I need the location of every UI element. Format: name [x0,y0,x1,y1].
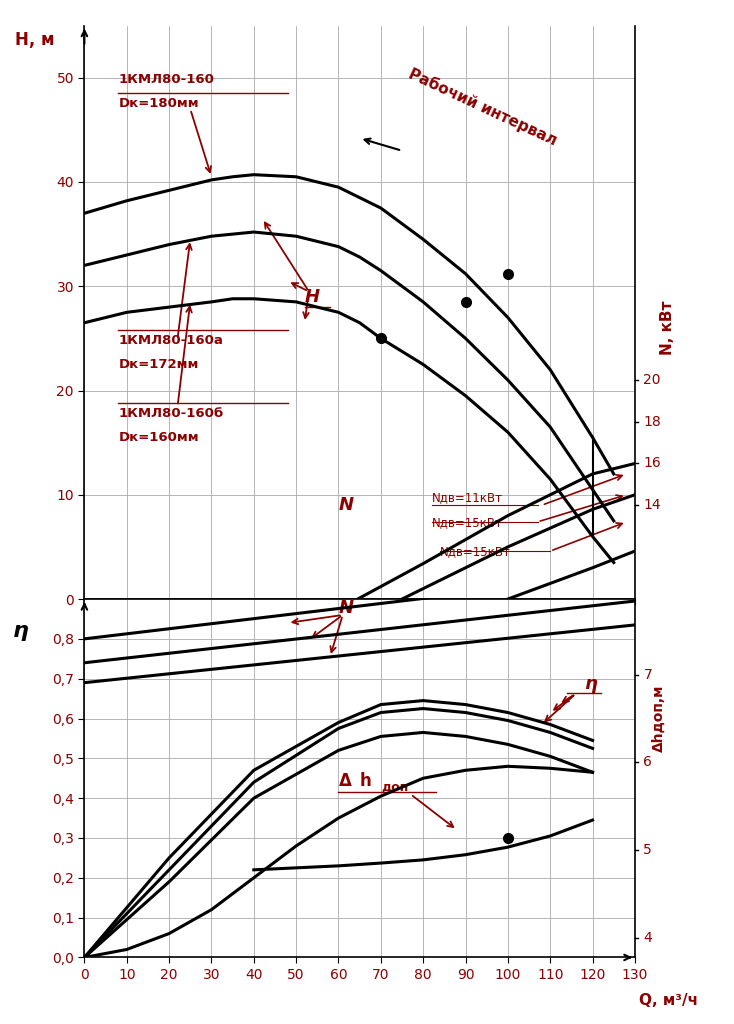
Text: Nдв=15кВт: Nдв=15кВт [440,545,511,558]
Text: N: N [338,599,354,617]
Text: Dк=160мм: Dк=160мм [118,430,199,443]
Text: N: N [338,497,354,514]
Text: 1КМЛ80-160: 1КМЛ80-160 [118,73,214,86]
Text: 20: 20 [644,373,661,387]
Text: Δhдоп,м: Δhдоп,м [652,685,666,753]
Text: Q, м³/ч: Q, м³/ч [639,993,698,1009]
Text: 18: 18 [644,415,661,429]
Text: Рабочий интервал: Рабочий интервал [406,66,559,148]
Text: η: η [12,621,29,641]
Text: Dк=172мм: Dк=172мм [118,357,199,371]
Text: Nдв=11кВт: Nдв=11кВт [432,492,503,504]
Text: Nдв=15кВт: Nдв=15кВт [432,516,503,529]
Text: Н: Н [305,288,320,306]
Text: 14: 14 [644,499,661,512]
Text: Dк=180мм: Dк=180мм [118,97,199,110]
Text: 5: 5 [644,843,652,857]
Text: Н, м: Н, м [15,31,54,49]
Text: Δ: Δ [338,772,352,791]
Text: 1КМЛ80-160а: 1КМЛ80-160а [118,334,223,346]
Text: 16: 16 [644,457,661,470]
Text: 6: 6 [644,756,653,769]
Text: h: h [360,772,371,791]
Text: η: η [584,675,597,692]
Text: 7: 7 [644,668,652,682]
Text: N, кВт: N, кВт [661,301,675,355]
Text: 4: 4 [644,931,652,944]
Text: доп: доп [381,780,408,794]
Text: 1КМЛ80-160б: 1КМЛ80-160б [118,407,224,420]
